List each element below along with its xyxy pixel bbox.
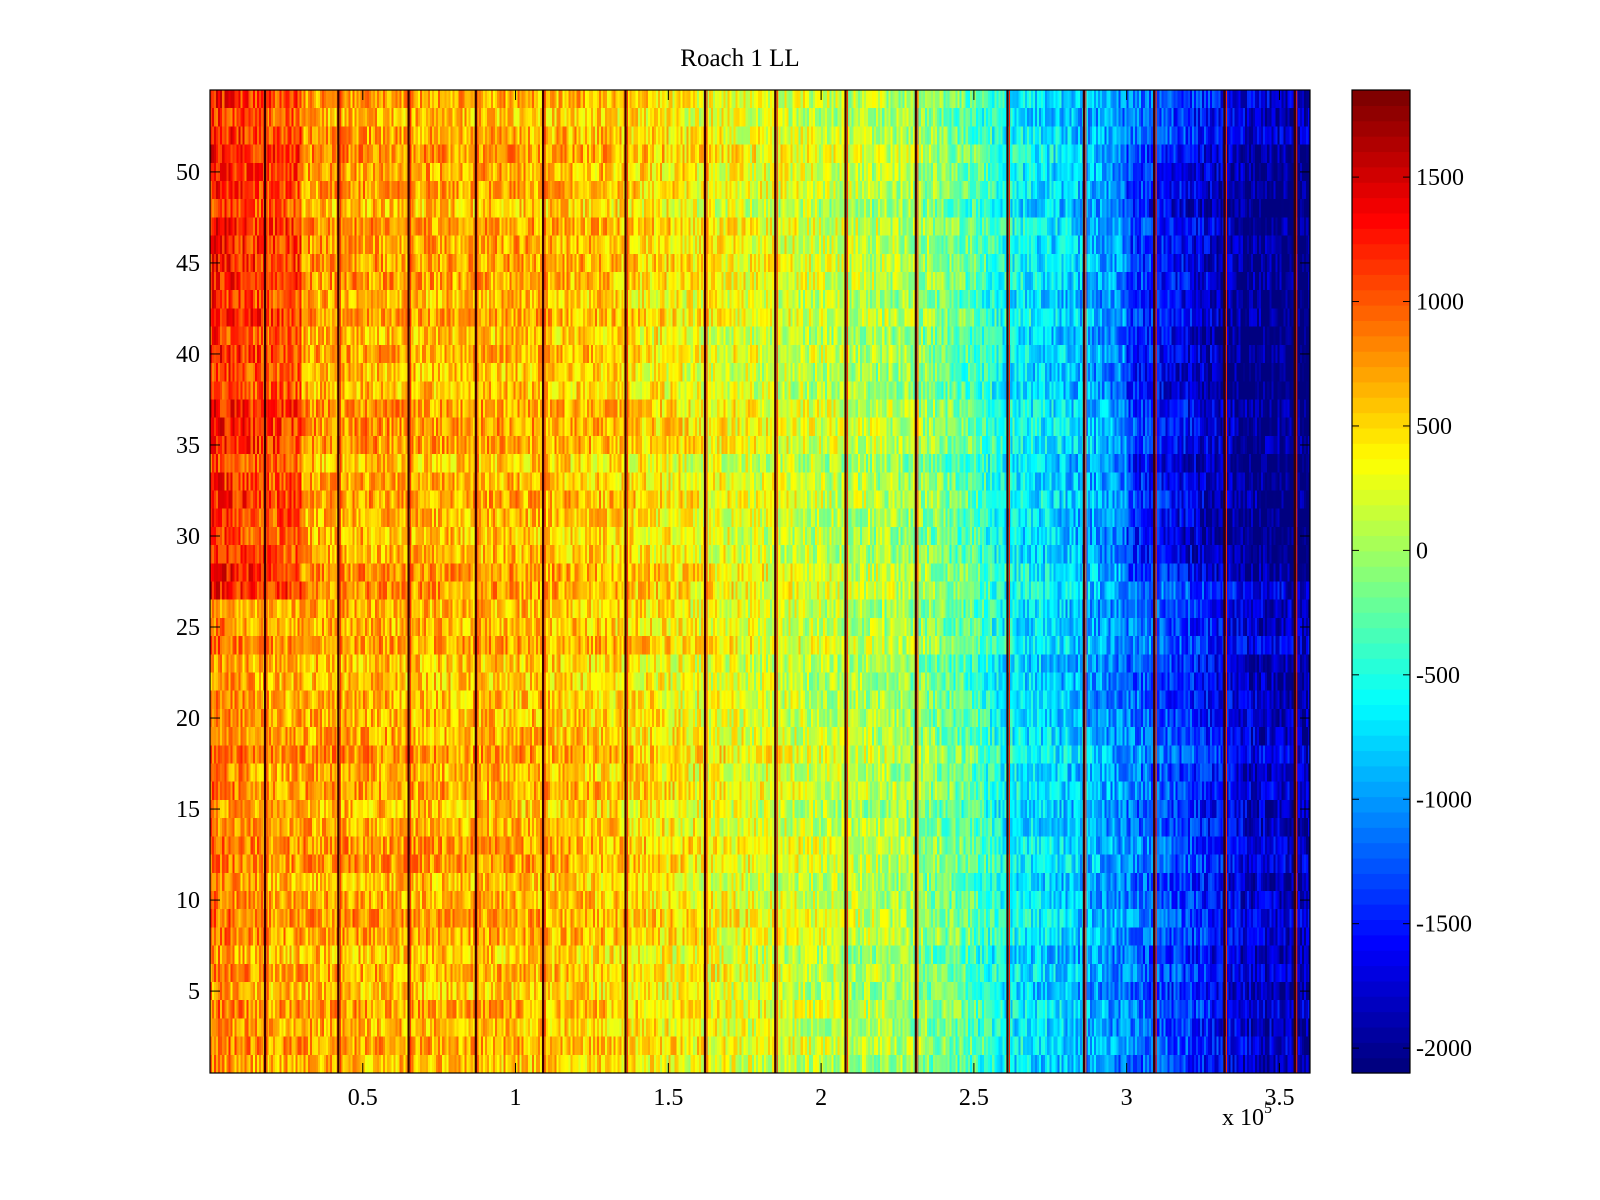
colorbar-swatch <box>1352 212 1410 229</box>
colorbar-swatch <box>1352 458 1410 475</box>
axes: 0.5 1 1.5 2 2.5 3 3.5 5 10 15 20 25 30 35 40 45 50 <box>176 89 1311 1111</box>
colorbar-swatch <box>1352 796 1410 813</box>
colorbar-swatch <box>1352 735 1410 752</box>
x-tick-label: 1 <box>510 1085 522 1111</box>
x-tick-label: 3.5 <box>1264 1085 1294 1111</box>
heatmap-cells <box>210 90 1310 1073</box>
x-tick-label: 2.5 <box>959 1085 989 1111</box>
y-tick-label: 10 <box>176 888 200 914</box>
colorbar-swatch <box>1352 335 1410 352</box>
colorbar-tick-label: -500 <box>1416 663 1460 689</box>
colorbar-swatch <box>1352 842 1410 859</box>
colorbar-swatch <box>1352 535 1410 552</box>
colorbar-swatch <box>1352 627 1410 644</box>
colorbar-swatch <box>1352 120 1410 137</box>
y-tick-label: 50 <box>176 160 200 186</box>
colorbar-swatch <box>1352 381 1410 398</box>
colorbar-swatch <box>1352 811 1410 828</box>
colorbar-swatch <box>1352 612 1410 629</box>
colorbar: -2000 -1500 -1000 -500 0 500 1000 1500 <box>1351 89 1472 1074</box>
colorbar-swatch <box>1352 412 1410 429</box>
colorbar-swatch <box>1352 504 1410 521</box>
colorbar-tick-label: -1500 <box>1416 912 1472 938</box>
colorbar-swatch <box>1352 965 1410 982</box>
colorbar-swatch <box>1352 473 1410 490</box>
heatmap-plot <box>210 90 1310 1073</box>
colorbar-swatch <box>1352 550 1410 567</box>
colorbar-swatch <box>1352 258 1410 275</box>
y-tick-label: 30 <box>176 524 200 550</box>
colorbar-swatch <box>1352 781 1410 798</box>
colorbar-swatch <box>1352 888 1410 905</box>
colorbar-swatch <box>1352 136 1410 153</box>
colorbar-swatch <box>1352 151 1410 168</box>
colorbar-swatch <box>1352 1026 1410 1043</box>
colorbar-swatch <box>1352 1057 1410 1074</box>
colorbar-swatch <box>1352 919 1410 936</box>
y-tick-label: 45 <box>176 251 200 277</box>
colorbar-swatch <box>1352 719 1410 736</box>
colorbar-tick-label: -1000 <box>1416 787 1472 813</box>
plot-frame <box>209 89 1311 1074</box>
colorbar-swatch <box>1352 689 1410 705</box>
colorbar-swatch <box>1352 243 1410 260</box>
colorbar-tick-label: -2000 <box>1416 1036 1472 1062</box>
colorbar-swatch <box>1352 520 1410 537</box>
colorbar-swatch <box>1352 873 1410 890</box>
colorbar-swatch <box>1352 105 1410 122</box>
colorbar-tick-label: 1500 <box>1416 165 1464 191</box>
x-tick-label: 0.5 <box>348 1085 378 1111</box>
chart-title: Roach 1 LL <box>680 45 799 72</box>
colorbar-swatch <box>1352 397 1410 414</box>
y-tick-label: 35 <box>176 433 200 459</box>
colorbar-swatch <box>1352 980 1410 997</box>
colorbar-swatch <box>1352 197 1410 214</box>
x-multiplier-label: x 105 <box>1222 1100 1272 1131</box>
colorbar-swatch <box>1352 750 1410 767</box>
colorbar-swatch <box>1352 366 1410 383</box>
y-tick-label: 40 <box>176 342 200 368</box>
x-tick-label: 1.5 <box>653 1085 683 1111</box>
colorbar-frame <box>1351 89 1411 1074</box>
colorbar-swatch <box>1352 90 1410 106</box>
colorbar-swatch <box>1352 658 1410 675</box>
colorbar-swatch <box>1352 351 1410 368</box>
colorbar-swatch <box>1352 274 1410 291</box>
colorbar-swatch <box>1352 566 1410 583</box>
colorbar-tick-label: 0 <box>1416 538 1428 564</box>
colorbar-swatch <box>1352 765 1410 782</box>
colorbar-swatch <box>1352 166 1410 183</box>
y-tick-label: 5 <box>188 979 200 1005</box>
colorbar-swatch <box>1352 1042 1410 1059</box>
x-tick-label: 2 <box>815 1085 827 1111</box>
colorbar-swatch <box>1352 996 1410 1013</box>
colorbar-tick-label: 1000 <box>1416 290 1464 316</box>
colorbar-swatch <box>1352 305 1410 321</box>
colorbar-swatch <box>1352 182 1410 199</box>
colorbar-swatch <box>1352 827 1410 844</box>
colorbar-swatch <box>1352 934 1410 951</box>
colorbar-swatch <box>1352 320 1410 337</box>
colorbar-swatch <box>1352 489 1410 506</box>
colorbar-swatch <box>1352 642 1410 659</box>
y-tick-label: 20 <box>176 706 200 732</box>
colorbar-swatch <box>1352 596 1410 613</box>
colorbar-swatch <box>1352 427 1410 444</box>
colorbar-swatch <box>1352 581 1410 598</box>
colorbar-swatch <box>1352 857 1410 874</box>
y-tick-label: 25 <box>176 615 200 641</box>
colorbar-swatch <box>1352 904 1410 921</box>
x-tick-label: 3 <box>1121 1085 1133 1111</box>
colorbar-swatch <box>1352 1011 1410 1028</box>
colorbar-swatch <box>1352 950 1410 967</box>
colorbar-swatch <box>1352 443 1410 460</box>
colorbar-swatch <box>1352 673 1410 690</box>
colorbar-swatch <box>1352 228 1410 245</box>
colorbar-tick-label: 500 <box>1416 414 1452 440</box>
colorbar-swatch <box>1352 289 1410 306</box>
x-multiplier-exponent: 5 <box>1264 1100 1272 1117</box>
colorbar-swatch <box>1352 704 1410 721</box>
y-tick-label: 15 <box>176 797 200 823</box>
